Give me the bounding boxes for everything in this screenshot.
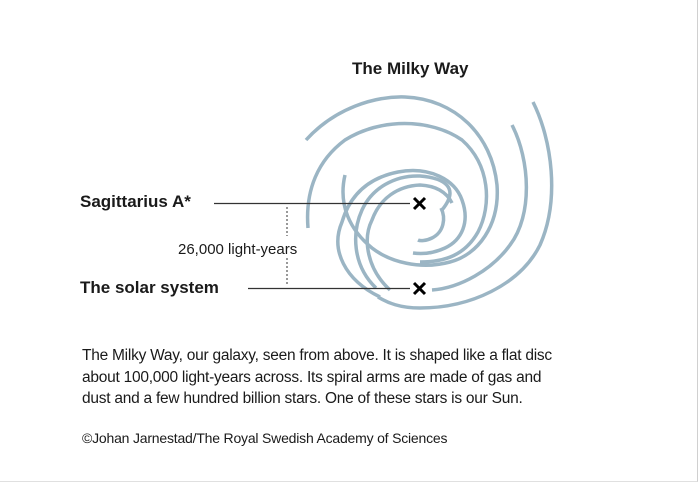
spiral-arm-inner [353,174,452,290]
diagram-title: The Milky Way [352,59,469,78]
spiral-arm-core-left [365,183,454,292]
spiral-arm-second-right [431,124,529,292]
spiral-arm-left-lower [336,168,467,299]
spiral-arm-core [417,207,446,243]
sagittarius-x-marker-icon [412,196,427,211]
caption-line: dust and a few hundred billion stars. On… [82,390,523,407]
spiral-arm-outer-top [304,95,499,267]
label-distance: 26,000 light-years [178,241,298,258]
spiral-arm-outer-right [377,101,554,310]
caption-line: The Milky Way, our galaxy, seen from abo… [82,347,552,364]
solar-system-x-marker-icon [412,281,427,296]
credit: ©Johan Jarnestad/The Royal Swedish Acade… [82,430,448,446]
spiral-arm-left-long [305,121,489,264]
caption-line: about 100,000 light-years across. Its sp… [82,368,542,386]
label-solar-system: The solar system [80,278,219,297]
label-sagittarius: Sagittarius A* [80,192,191,211]
caption: The Milky Way, our galaxy, seen from abo… [82,345,552,410]
